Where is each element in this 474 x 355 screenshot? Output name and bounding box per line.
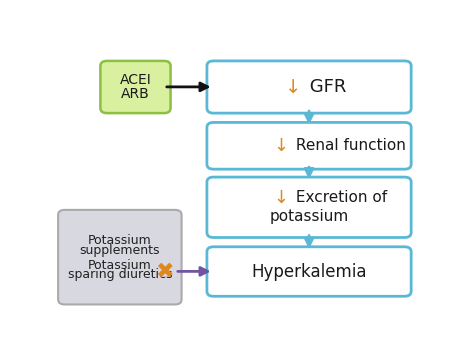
Text: potassium: potassium: [269, 209, 349, 224]
Text: ↓: ↓: [273, 137, 289, 155]
Text: GFR: GFR: [303, 78, 346, 96]
Text: ↓: ↓: [285, 77, 301, 97]
Text: Hyperkalemia: Hyperkalemia: [251, 263, 367, 280]
Text: ✖: ✖: [155, 261, 173, 282]
Text: ↓: ↓: [273, 189, 289, 207]
Text: supplements: supplements: [80, 244, 160, 257]
FancyBboxPatch shape: [207, 122, 411, 169]
FancyBboxPatch shape: [58, 210, 182, 305]
Text: Excretion of: Excretion of: [291, 190, 387, 205]
Text: Renal function: Renal function: [291, 138, 406, 153]
Text: Potassium: Potassium: [88, 259, 152, 272]
Text: ACEI: ACEI: [119, 73, 151, 87]
FancyBboxPatch shape: [207, 61, 411, 113]
Text: Potassium: Potassium: [88, 234, 152, 247]
FancyBboxPatch shape: [207, 247, 411, 296]
FancyBboxPatch shape: [100, 61, 171, 113]
FancyBboxPatch shape: [207, 177, 411, 237]
Text: sparing diuretics: sparing diuretics: [68, 268, 172, 282]
Text: ARB: ARB: [121, 87, 150, 101]
